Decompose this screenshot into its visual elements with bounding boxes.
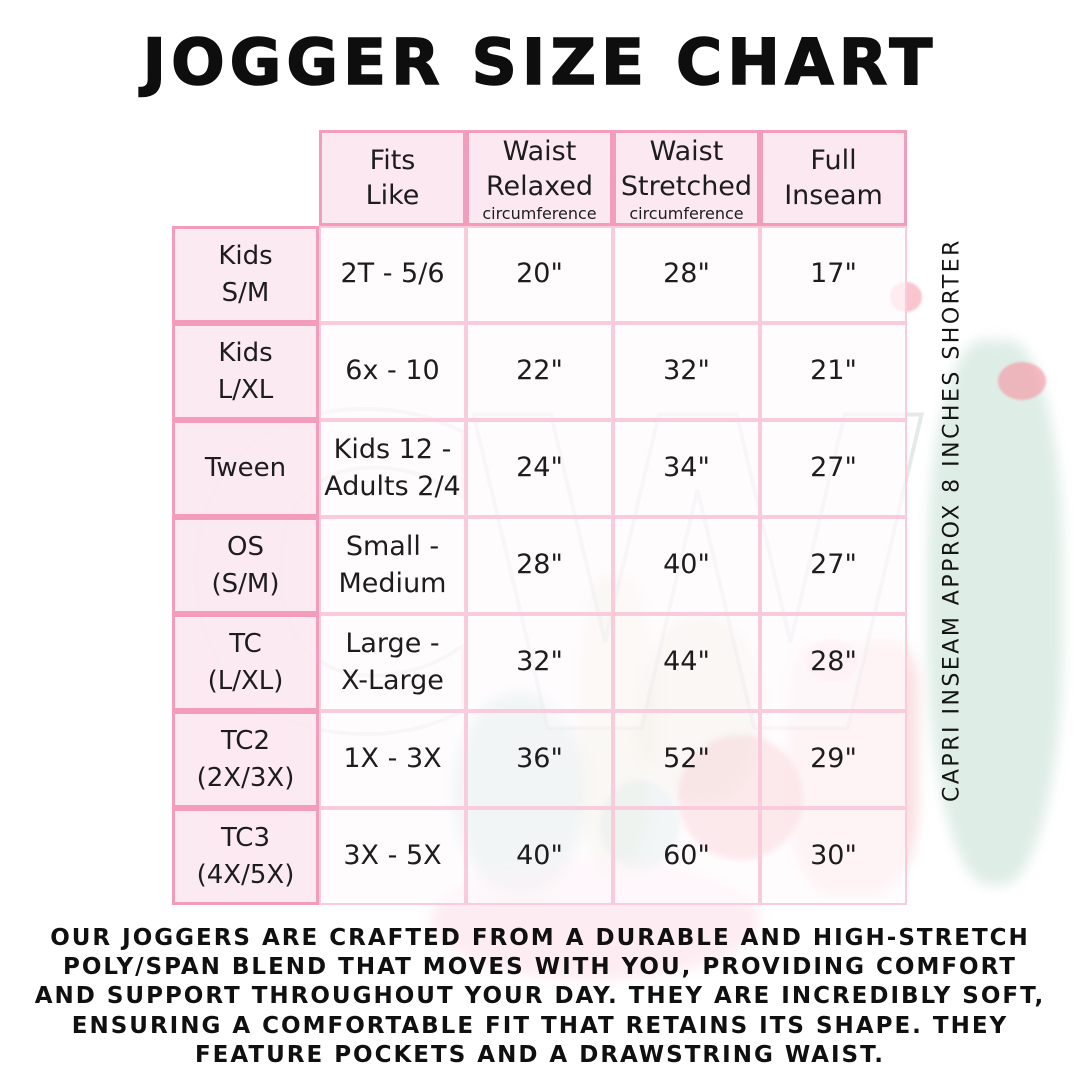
table-cell: 1X - 3X [319, 711, 466, 808]
row-label-tween: Tween [172, 420, 319, 517]
row-label-tc3: TC3 (4X/5X) [172, 808, 319, 905]
pink-flower-watermark-icon [998, 362, 1046, 400]
table-cell: 27" [760, 517, 907, 614]
table-cell: Small - Medium [319, 517, 466, 614]
table-cell: 36" [466, 711, 613, 808]
row-label-kids-sm: Kids S/M [172, 226, 319, 323]
table-cell: 32" [466, 614, 613, 711]
page-title: JOGGER SIZE CHART [142, 25, 938, 100]
header-subtext: circumference [629, 203, 744, 223]
table-cell: 32" [613, 323, 760, 420]
row-label-kids-lxl: Kids L/XL [172, 323, 319, 420]
table-cell: 3X - 5X [319, 808, 466, 905]
table-cell: 21" [760, 323, 907, 420]
row-label-os-sm: OS (S/M) [172, 517, 319, 614]
table-cell: 28" [466, 517, 613, 614]
row-label-tc-lxl: TC (L/XL) [172, 614, 319, 711]
table-cell: 22" [466, 323, 613, 420]
header-label: Full Inseam [784, 144, 883, 211]
table-cell: Kids 12 - Adults 2/4 [319, 420, 466, 517]
table-cell: 40" [466, 808, 613, 905]
table-cell: 27" [760, 420, 907, 517]
header-fits-like: Fits Like [319, 130, 466, 226]
header-full-inseam: Full Inseam [760, 130, 907, 226]
header-waist-stretched: Waist Stretched circumference [613, 130, 760, 226]
header-waist-relaxed: Waist Relaxed circumference [466, 130, 613, 226]
table-cell: 6x - 10 [319, 323, 466, 420]
table-cell: 2T - 5/6 [319, 226, 466, 323]
table-cell: 34" [613, 420, 760, 517]
table-cell: 28" [760, 614, 907, 711]
header-label: Waist Relaxed [485, 135, 594, 202]
capri-inseam-note: CAPRI INSEAM APPROX 8 INCHES SHORTER [939, 238, 965, 802]
cactus-watermark-icon [928, 340, 1063, 885]
size-chart-table: Fits Like Waist Relaxed circumference Wa… [172, 130, 907, 905]
table-cell: 20" [466, 226, 613, 323]
table-cell: 30" [760, 808, 907, 905]
table-cell: 44" [613, 614, 760, 711]
table-cell: 60" [613, 808, 760, 905]
header-subtext: circumference [482, 203, 597, 223]
table-cell: 28" [613, 226, 760, 323]
table-corner-spacer [172, 130, 319, 226]
product-description: OUR JOGGERS ARE CRAFTED FROM A DURABLE A… [34, 925, 1046, 1068]
table-cell: 17" [760, 226, 907, 323]
table-cell: 29" [760, 711, 907, 808]
row-label-tc2: TC2 (2X/3X) [172, 711, 319, 808]
table-cell: 52" [613, 711, 760, 808]
header-label: Waist Stretched [620, 135, 753, 202]
table-cell: Large - X-Large [319, 614, 466, 711]
table-cell: 40" [613, 517, 760, 614]
header-label: Fits Like [365, 144, 420, 211]
table-cell: 24" [466, 420, 613, 517]
